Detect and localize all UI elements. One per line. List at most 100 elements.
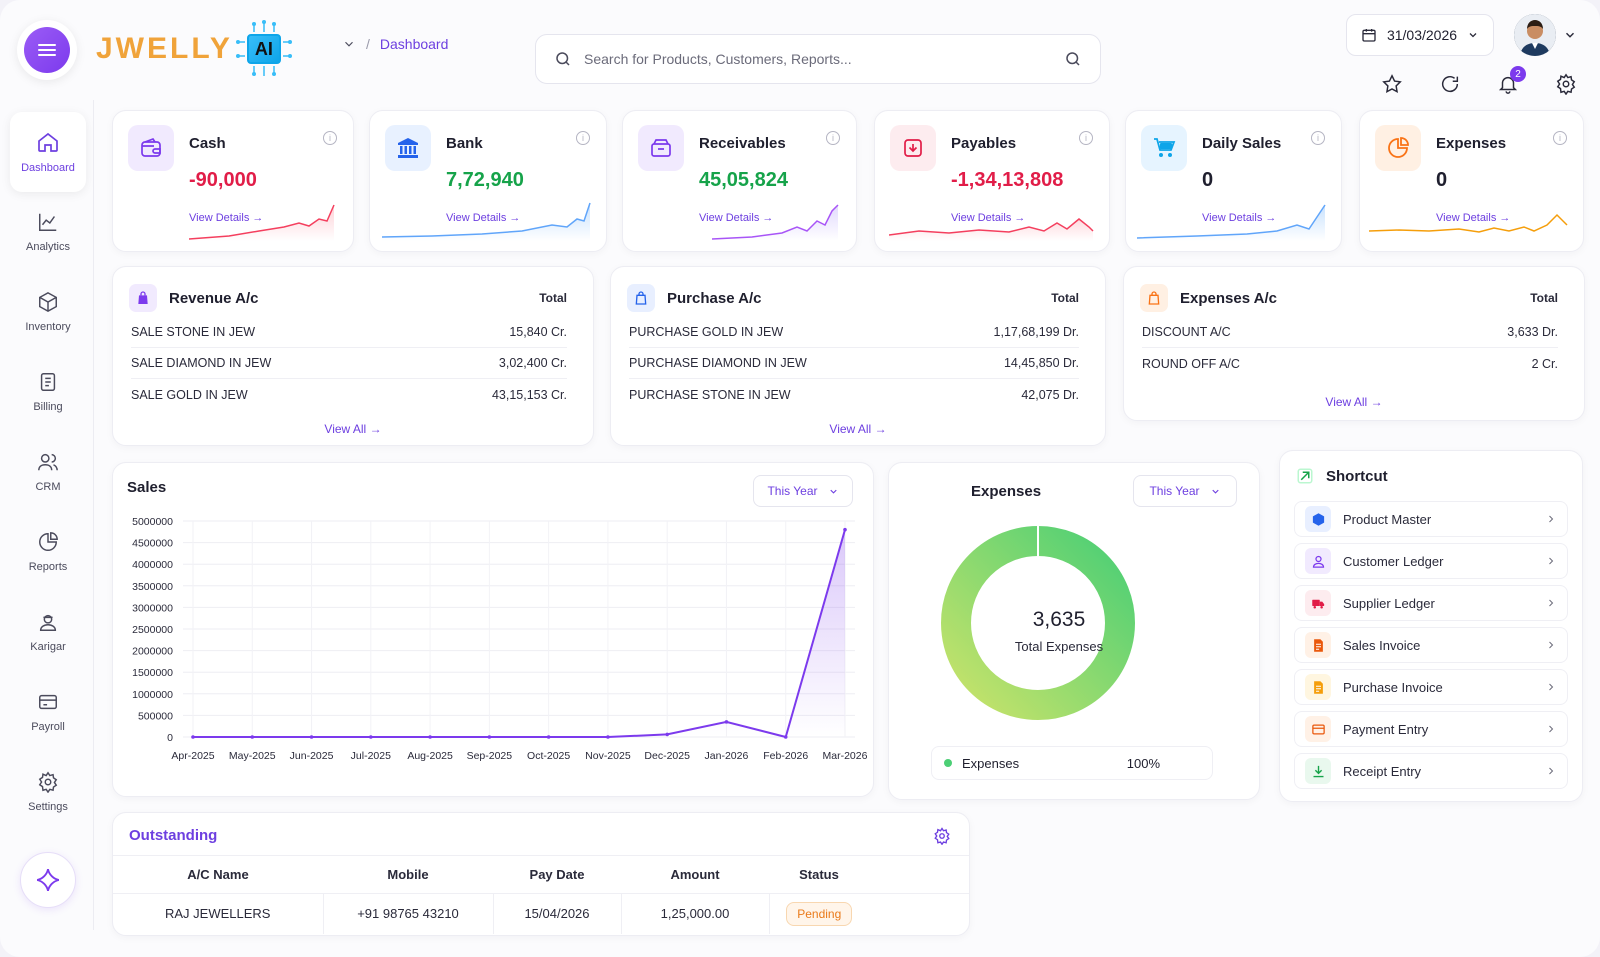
outstanding-title: Outstanding	[129, 827, 218, 844]
sales-area	[193, 529, 845, 737]
shortcut-label: Purchase Invoice	[1343, 679, 1443, 695]
view-details-link[interactable]: View Details →	[446, 212, 521, 224]
sidebar-item-settings[interactable]: Settings	[10, 752, 86, 832]
kpi-card-expenses[interactable]: Expenses 0 View Details → i	[1359, 110, 1584, 252]
column-header[interactable]: Amount	[621, 855, 769, 894]
total-column-label: Total	[539, 291, 567, 305]
x-tick-label: Sep-2025	[467, 750, 513, 762]
sidebar-item-payroll[interactable]: Payroll	[10, 672, 86, 752]
sidebar: Dashboard Analytics Inventory Billing CR…	[0, 0, 96, 957]
shortcut-customer-ledger[interactable]: Customer Ledger	[1294, 543, 1568, 579]
notifications-button[interactable]: 2	[1494, 66, 1526, 98]
x-tick-label: Dec-2025	[644, 750, 690, 762]
cell-pay-date: 15/04/2026	[493, 893, 622, 934]
column-header[interactable]: Status	[769, 855, 869, 894]
view-details-link[interactable]: View Details →	[951, 212, 1026, 224]
sparkline	[382, 202, 591, 241]
kpi-card-receivables[interactable]: Receivables 45,05,824 View Details → i	[622, 110, 857, 252]
shortcut-product-master[interactable]: Product Master	[1294, 501, 1568, 537]
gear-icon[interactable]	[933, 827, 951, 845]
sidebar-item-crm[interactable]: CRM	[10, 432, 86, 512]
account-rows: SALE STONE IN JEW 15,840 Cr. SALE DIAMOND…	[131, 317, 567, 410]
kpi-card-daily-sales[interactable]: Daily Sales 0 View Details → i	[1125, 110, 1342, 252]
shortcut-purchase-invoice[interactable]: Purchase Invoice	[1294, 669, 1568, 705]
info-icon[interactable]: i	[826, 131, 840, 145]
info-icon[interactable]: i	[1311, 131, 1325, 145]
sidebar-item-inventory[interactable]: Inventory	[10, 272, 86, 352]
account-row[interactable]: ROUND OFF A/C 2 Cr.	[1142, 348, 1558, 379]
kpi-card-bank[interactable]: Bank 7,72,940 View Details → i	[369, 110, 607, 252]
column-header[interactable]: Pay Date	[493, 855, 621, 894]
account-row[interactable]: SALE STONE IN JEW 15,840 Cr.	[131, 317, 567, 348]
settings-button[interactable]	[1552, 70, 1580, 98]
sidebar-item-dashboard[interactable]: Dashboard	[10, 112, 86, 192]
favorites-button[interactable]	[1378, 70, 1406, 98]
kpi-card-cash[interactable]: Cash -90,000 View Details → i	[112, 110, 354, 252]
sidebar-nav: Dashboard Analytics Inventory Billing CR…	[10, 112, 86, 832]
sidebar-item-analytics[interactable]: Analytics	[10, 192, 86, 272]
sidebar-item-billing[interactable]: Billing	[10, 352, 86, 432]
date-picker[interactable]: 31/03/2026	[1346, 14, 1494, 56]
view-details-link[interactable]: View Details →	[699, 212, 774, 224]
data-point	[724, 720, 729, 724]
star-icon	[1382, 74, 1402, 93]
column-header[interactable]: A/C Name	[113, 855, 323, 894]
account-row[interactable]: DISCOUNT A/C 3,633 Dr.	[1142, 317, 1558, 348]
sidebar-item-reports[interactable]: Reports	[10, 512, 86, 592]
search-input[interactable]	[584, 51, 1052, 67]
info-icon[interactable]: i	[1553, 131, 1567, 145]
shortcut-label: Product Master	[1343, 511, 1432, 527]
search-submit-icon[interactable]	[1064, 50, 1082, 68]
breadcrumb: / Dashboard	[342, 36, 448, 52]
chevron-right-icon	[1549, 767, 1554, 775]
account-row[interactable]: SALE GOLD IN JEW 43,15,153 Cr.	[131, 379, 567, 410]
cell-name: RAJ JEWELLERS	[113, 893, 324, 934]
chevron-right-icon	[1549, 725, 1554, 733]
sidebar-item-karigar[interactable]: Karigar	[10, 592, 86, 672]
view-details-link[interactable]: View Details →	[189, 212, 264, 224]
chevron-down-icon[interactable]	[342, 37, 356, 51]
info-icon[interactable]: i	[1079, 131, 1093, 145]
view-all-link[interactable]: View All →	[1325, 395, 1383, 409]
account-row[interactable]: SALE DIAMOND IN JEW 3,02,400 Cr.	[131, 348, 567, 379]
account-row[interactable]: PURCHASE GOLD IN JEW 1,17,68,199 Dr.	[629, 317, 1079, 348]
donut-center-value: 3,635	[1032, 608, 1086, 631]
view-all-link[interactable]: View All →	[324, 422, 382, 436]
account-row[interactable]: PURCHASE DIAMOND IN JEW 14,45,850 Dr.	[629, 348, 1079, 379]
view-all-link[interactable]: View All →	[829, 422, 887, 436]
expenses-period-dropdown[interactable]: This Year	[1133, 475, 1237, 507]
view-details-link[interactable]: View Details →	[1202, 212, 1277, 224]
sidebar-divider	[93, 100, 94, 930]
kpi-card-payables[interactable]: Payables -1,34,13,808 View Details → i	[874, 110, 1110, 252]
chevron-down-icon[interactable]	[1563, 28, 1577, 42]
shortcut-supplier-ledger[interactable]: Supplier Ledger	[1294, 585, 1568, 621]
view-details-link[interactable]: View Details →	[1436, 212, 1511, 224]
link-label: View Details	[189, 212, 250, 224]
column-header[interactable]: Mobile	[323, 855, 493, 894]
breadcrumb-current[interactable]: Dashboard	[379, 36, 449, 52]
link-label: View Details	[1202, 212, 1263, 224]
account-row[interactable]: PURCHASE STONE IN JEW 42,075 Dr.	[629, 379, 1079, 410]
info-icon[interactable]: i	[323, 131, 337, 145]
shortcut-payment-entry[interactable]: Payment Entry	[1294, 711, 1568, 747]
shortcut-sales-invoice[interactable]: Sales Invoice	[1294, 627, 1568, 663]
ai-assistant-button[interactable]	[20, 852, 76, 908]
avatar[interactable]	[1514, 14, 1556, 56]
link-label: View Details	[699, 212, 760, 224]
gear-icon	[1556, 73, 1576, 95]
sidebar-item-label: Reports	[28, 561, 68, 573]
info-icon[interactable]: i	[576, 131, 590, 145]
app-logo[interactable]: JWELLY AI	[96, 20, 292, 76]
y-tick-label: 4000000	[132, 559, 173, 571]
y-tick-label: 4500000	[132, 538, 173, 550]
legend-percent: 100%	[1126, 755, 1160, 771]
purchase-account-card: Purchase A/c Total PURCHASE GOLD IN JEW 1…	[610, 266, 1106, 446]
shortcut-receipt-entry[interactable]: Receipt Entry	[1294, 753, 1568, 789]
sidebar-item-label: Analytics	[25, 241, 71, 253]
table-row[interactable]: RAJ JEWELLERS +91 98765 43210 15/04/2026…	[113, 893, 969, 934]
menu-toggle-button[interactable]	[17, 20, 77, 80]
sales-period-dropdown[interactable]: This Year	[753, 475, 853, 507]
hamburger-icon	[24, 27, 70, 73]
x-tick-label: Jun-2025	[290, 750, 334, 762]
refresh-button[interactable]	[1436, 70, 1464, 98]
